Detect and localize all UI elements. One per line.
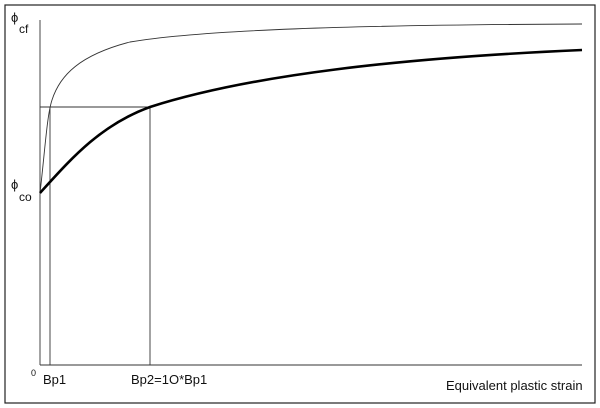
y-mid-symbol: ϕ	[11, 177, 18, 192]
slow-curve	[39, 48, 583, 194]
y-top-symbol: ϕ	[11, 10, 18, 25]
frame	[4, 4, 596, 404]
y-top-sub: cf	[19, 22, 29, 36]
y-mid-sub: co	[19, 190, 32, 204]
origin-label: 0	[31, 368, 36, 378]
fast-curve	[39, 23, 583, 194]
x-axis-label: Equivalent plastic strain	[446, 378, 583, 393]
marker-label: Bp1	[43, 372, 66, 387]
marker-label: Bp2=1O*Bp1	[131, 372, 207, 387]
